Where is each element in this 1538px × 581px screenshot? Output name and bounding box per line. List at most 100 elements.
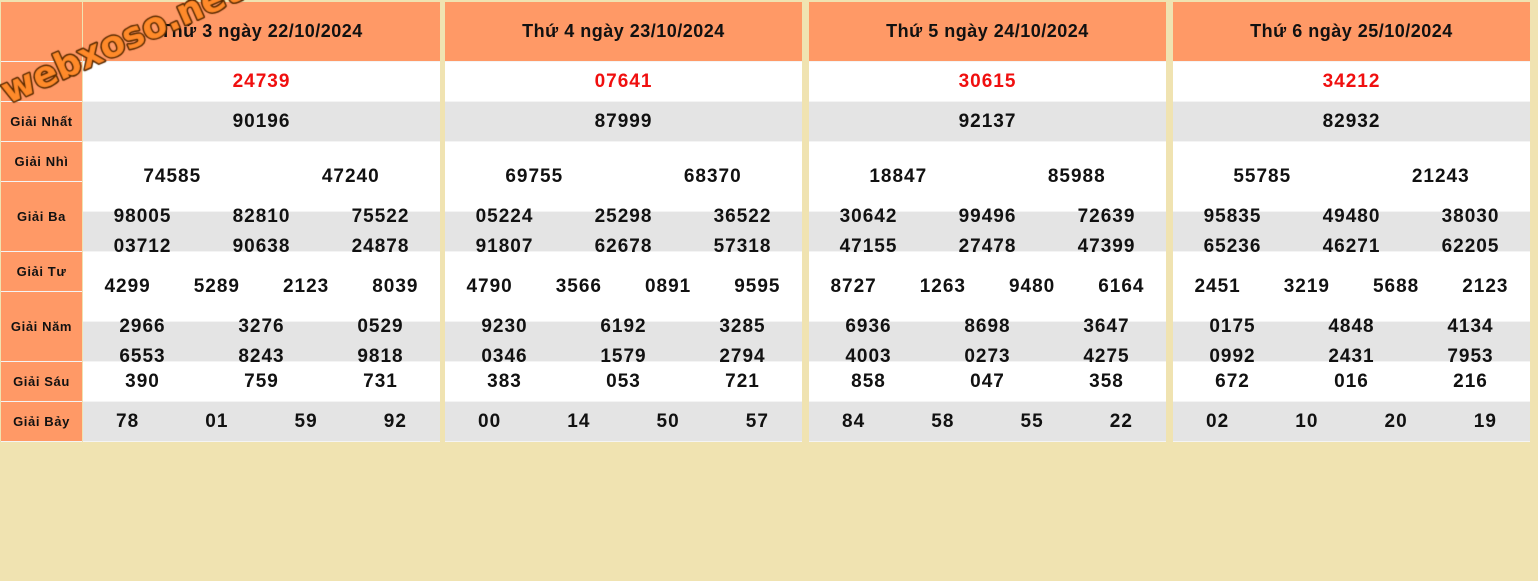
number-line: 07641 [445,67,802,97]
prize-number: 4848 [1328,315,1375,337]
prize-number: 731 [363,370,398,392]
prize-cell-second: 55785 21243 [1173,142,1530,212]
special-prize-number: 34212 [1322,70,1381,92]
prize-number: 3647 [1083,315,1130,337]
prize-number: 59 [294,410,318,432]
prize-label-fifth: Giải Năm [1,292,82,362]
prize-cell-fifth: 2966 3276 0529 6553 8243 9818 [83,316,440,367]
prize-number: 3566 [555,275,603,297]
prize-number: 68370 [683,165,742,187]
number-line: 65236 46271 62205 [1173,232,1530,262]
prize-number: 82932 [1322,110,1381,132]
prize-number: 0992 [1209,345,1256,367]
prize-number: 3219 [1283,275,1331,297]
prize-label-text: Giải Nhất [10,114,73,129]
day-header: Thứ 3 ngày 22/10/2024 [83,2,440,62]
prize-label-text: Giải Năm [10,319,73,334]
prize-number: 4299 [104,275,151,297]
prize-label-column: Giải Nhất Giải Nhì Giải Ba Giải Tư Giải Năm G… [1,2,82,442]
special-prize-number: 30615 [958,70,1017,92]
prize-cell-sixth: 858 047 358 [809,362,1166,402]
prize-number: 46271 [1322,235,1381,257]
prize-number: 21243 [1411,165,1470,187]
prize-number: 30642 [839,205,898,227]
prize-number: 99496 [958,205,1017,227]
prize-number: 65236 [1203,235,1262,257]
day-header: Thứ 5 ngày 24/10/2024 [809,2,1166,62]
prize-number: 47155 [839,235,898,257]
prize-number: 4790 [466,275,513,297]
number-line: 30642 99496 72639 [809,202,1166,232]
prize-cell-seventh: 78 01 59 92 [83,402,440,442]
prize-cell-fifth: 9230 6192 3285 0346 1579 2794 [445,316,802,367]
prize-number: 4275 [1083,345,1130,367]
prize-number: 55 [1020,410,1044,432]
prize-number: 672 [1215,370,1250,392]
prize-number: 047 [970,370,1005,392]
number-line: 2966 3276 0529 [83,312,440,342]
special-prize-number: 24739 [232,70,291,92]
day-title: Thứ 4 ngày 23/10/2024 [522,21,725,41]
special-prize-number: 07641 [594,70,653,92]
number-line: 6936 8698 3647 [809,312,1166,342]
day-column: Thứ 5 ngày 24/10/2024 30615 92137 18847 8598… [809,2,1166,442]
prize-cell-second: 74585 47240 [83,142,440,212]
prize-number: 25298 [594,205,653,227]
prize-number: 58 [931,410,955,432]
prize-number: 216 [1453,370,1488,392]
prize-number: 90638 [232,235,291,257]
prize-number: 50 [656,410,680,432]
prize-label-second: Giải Nhì [1,142,82,182]
number-line: 0992 2431 7953 [1173,342,1530,372]
prize-cell-second: 18847 85988 [809,142,1166,212]
prize-number: 55785 [1233,165,1292,187]
prize-number: 00 [478,410,502,432]
prize-number: 69755 [505,165,564,187]
prize-cell-fourth: 4790 3566 0891 9595 [445,252,802,322]
prize-number: 9595 [734,275,781,297]
prize-number: 92137 [958,110,1017,132]
number-line: 390 759 731 [83,367,440,397]
prize-cell-first: 82932 [1173,102,1530,142]
prize-cell-fourth: 8727 1263 9480 6164 [809,252,1166,322]
prize-number: 36522 [713,205,772,227]
prize-number: 358 [1089,370,1124,392]
prize-number: 47240 [321,165,380,187]
number-line: 91807 62678 57318 [445,232,802,262]
prize-label-seventh: Giải Bảy [1,402,82,442]
number-line: 69755 68370 [445,162,802,192]
prize-cell-first: 90196 [83,102,440,142]
number-line: 0346 1579 2794 [445,342,802,372]
number-line: 8727 1263 9480 6164 [809,272,1166,302]
prize-cell-first: 87999 [445,102,802,142]
prize-number: 8727 [830,275,877,297]
number-line: 00 14 50 57 [445,407,802,437]
prize-cell-fourth: 2451 3219 5688 2123 [1173,252,1530,322]
corner-header [1,2,82,62]
number-line: 6553 8243 9818 [83,342,440,372]
prize-label-first: Giải Nhất [1,102,82,142]
prize-cell-special: 34212 [1173,62,1530,102]
number-line: 383 053 721 [445,367,802,397]
day-title: Thứ 5 ngày 24/10/2024 [886,21,1089,41]
prize-number: 6936 [845,315,892,337]
prize-number: 0346 [481,345,528,367]
number-line: 98005 82810 75522 [83,202,440,232]
prize-number: 2966 [119,315,166,337]
prize-cell-fourth: 4299 5289 2123 8039 [83,252,440,322]
day-column: Thứ 3 ngày 22/10/2024 24739 90196 74585 4724… [83,2,440,442]
prize-number: 20 [1384,410,1408,432]
prize-number: 62205 [1441,235,1500,257]
prize-number: 84 [842,410,866,432]
number-line: 95835 49480 38030 [1173,202,1530,232]
prize-number: 6164 [1098,275,1145,297]
prize-number: 24878 [351,235,410,257]
prize-number: 47399 [1077,235,1136,257]
number-line: 4299 5289 2123 8039 [83,272,440,302]
prize-number: 03712 [113,235,172,257]
day-column: Thứ 4 ngày 23/10/2024 07641 87999 69755 6837… [445,2,802,442]
prize-number: 02 [1206,410,1230,432]
prize-cell-seventh: 84 58 55 22 [809,402,1166,442]
number-line: 03712 90638 24878 [83,232,440,262]
prize-number: 87999 [594,110,653,132]
